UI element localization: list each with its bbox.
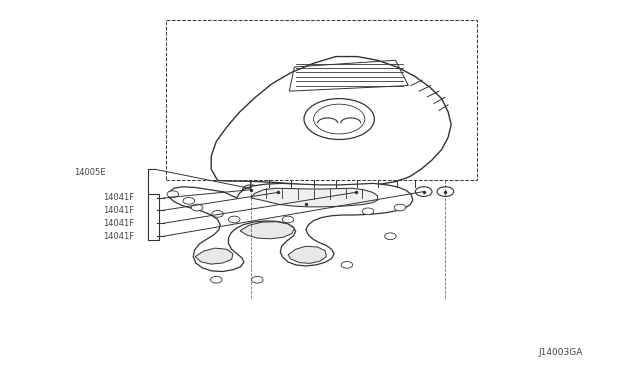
Circle shape <box>362 208 374 215</box>
Text: 14041F: 14041F <box>103 232 134 241</box>
Polygon shape <box>251 188 378 207</box>
Polygon shape <box>240 222 294 239</box>
Circle shape <box>270 187 287 197</box>
Circle shape <box>415 187 432 196</box>
Circle shape <box>228 216 240 223</box>
Polygon shape <box>169 183 413 272</box>
Text: J14003GA: J14003GA <box>538 348 582 357</box>
Circle shape <box>211 276 222 283</box>
Circle shape <box>282 216 294 223</box>
Circle shape <box>212 211 223 217</box>
Polygon shape <box>288 246 326 263</box>
Polygon shape <box>195 248 233 264</box>
Bar <box>166 20 477 180</box>
Circle shape <box>348 187 364 197</box>
Circle shape <box>183 198 195 204</box>
Text: 14041F: 14041F <box>103 206 134 215</box>
Text: 14041F: 14041F <box>103 193 134 202</box>
Circle shape <box>252 276 263 283</box>
Circle shape <box>341 262 353 268</box>
Circle shape <box>167 191 179 198</box>
Circle shape <box>394 204 406 211</box>
Circle shape <box>385 233 396 240</box>
Circle shape <box>191 204 203 211</box>
Circle shape <box>298 199 314 209</box>
Circle shape <box>437 187 454 196</box>
Text: 14005E: 14005E <box>74 169 106 177</box>
Text: 14041F: 14041F <box>103 219 134 228</box>
Circle shape <box>243 185 259 195</box>
